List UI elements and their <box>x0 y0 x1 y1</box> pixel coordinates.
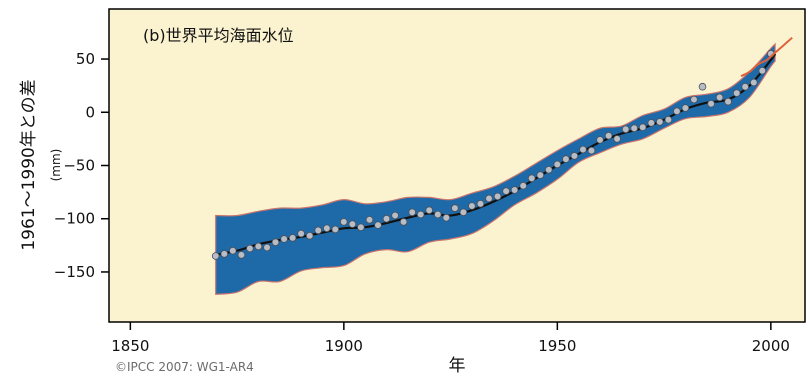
observation-marker <box>510 186 519 194</box>
observation-marker <box>673 107 681 115</box>
observation-marker <box>271 238 280 247</box>
observation-marker <box>339 218 348 226</box>
y-tick-label: −50 <box>63 157 95 175</box>
x-axis-label: 年 <box>449 356 466 376</box>
observation-marker <box>229 246 237 255</box>
observation-marker <box>758 66 767 75</box>
observation-marker <box>647 119 656 127</box>
observation-marker <box>741 82 749 91</box>
observation-marker <box>416 210 425 219</box>
observation-marker <box>237 251 246 259</box>
observation-marker <box>707 100 715 108</box>
axis-tick-layer: 1850 1900 1950 2000 50 0 −50 −100 −150 <box>54 50 790 355</box>
observation-marker <box>553 160 562 169</box>
observation-marker <box>527 174 536 183</box>
y-tick-label: 0 <box>85 103 95 121</box>
satellite-altimetry-line <box>740 36 793 78</box>
observation-marker <box>655 118 664 126</box>
observation-marker <box>690 95 698 104</box>
observation-marker <box>408 208 417 217</box>
observation-marker <box>544 166 553 174</box>
observation-marker <box>331 225 340 234</box>
observation-marker <box>732 89 741 97</box>
observation-marker <box>587 146 596 155</box>
observation-marker <box>382 214 391 223</box>
observation-marker <box>263 243 271 252</box>
plot-area-background <box>109 9 805 322</box>
observation-marker <box>399 218 408 226</box>
observation-marker <box>374 221 382 229</box>
x-tick-label: 1850 <box>111 337 149 355</box>
observation-marker <box>476 200 485 208</box>
observation-marker <box>305 232 314 240</box>
observation-marker <box>451 204 459 212</box>
y-axis-label: 1961～1990年との差 <box>19 79 39 250</box>
observation-marker <box>433 210 442 219</box>
observation-marker <box>715 93 724 102</box>
uncertainty-band <box>215 42 776 295</box>
observation-marker <box>724 97 732 106</box>
observation-marker <box>493 192 502 201</box>
observation-marker <box>442 213 451 222</box>
y-axis-unit-label: (mm) <box>49 149 63 182</box>
y-tick-label: −100 <box>54 210 95 228</box>
chart-title: (b)世界平均海面水位 <box>143 26 294 45</box>
uncertainty-band-layer <box>215 42 776 295</box>
observation-marker <box>322 224 331 233</box>
observation-marker <box>579 145 587 154</box>
observation-marker <box>468 202 476 210</box>
observation-marker <box>459 208 468 217</box>
x-tick-label: 1900 <box>325 337 363 355</box>
observation-marker <box>570 152 579 160</box>
y-tick-label: −150 <box>54 263 95 281</box>
observation-marker <box>613 135 621 143</box>
observation-marker <box>280 235 288 243</box>
observation-marker <box>211 252 220 260</box>
observation-marker <box>348 220 357 228</box>
observation-marker <box>749 78 758 87</box>
observation-marker <box>604 131 613 140</box>
observation-marker <box>297 229 305 238</box>
observation-marker <box>391 211 399 220</box>
observation-marker-layer <box>211 49 775 260</box>
observation-marker <box>288 234 297 242</box>
x-tick-label: 1950 <box>538 337 576 355</box>
x-tick-label: 2000 <box>752 337 790 355</box>
observation-marker <box>357 223 365 232</box>
observation-marker <box>681 104 690 112</box>
observation-marker <box>220 250 229 258</box>
observation-marker <box>254 242 263 251</box>
y-tick-label: 50 <box>76 50 95 68</box>
observation-marker <box>638 123 647 131</box>
observation-marker <box>485 194 493 203</box>
observation-marker <box>246 244 254 253</box>
copyright-credit: ©IPCC 2007: WG1-AR4 <box>115 360 254 374</box>
observation-marker <box>536 171 545 179</box>
observation-marker <box>664 115 673 124</box>
observation-marker <box>698 82 707 91</box>
observation-marker <box>425 206 434 215</box>
observation-marker <box>365 216 374 224</box>
observation-marker <box>519 181 527 190</box>
observation-marker <box>562 155 570 163</box>
observation-marker <box>596 136 604 144</box>
observation-marker <box>314 226 323 235</box>
observation-marker <box>621 125 630 134</box>
satellite-line-layer <box>740 36 793 78</box>
observation-marker <box>502 187 510 195</box>
observation-marker <box>630 124 638 132</box>
